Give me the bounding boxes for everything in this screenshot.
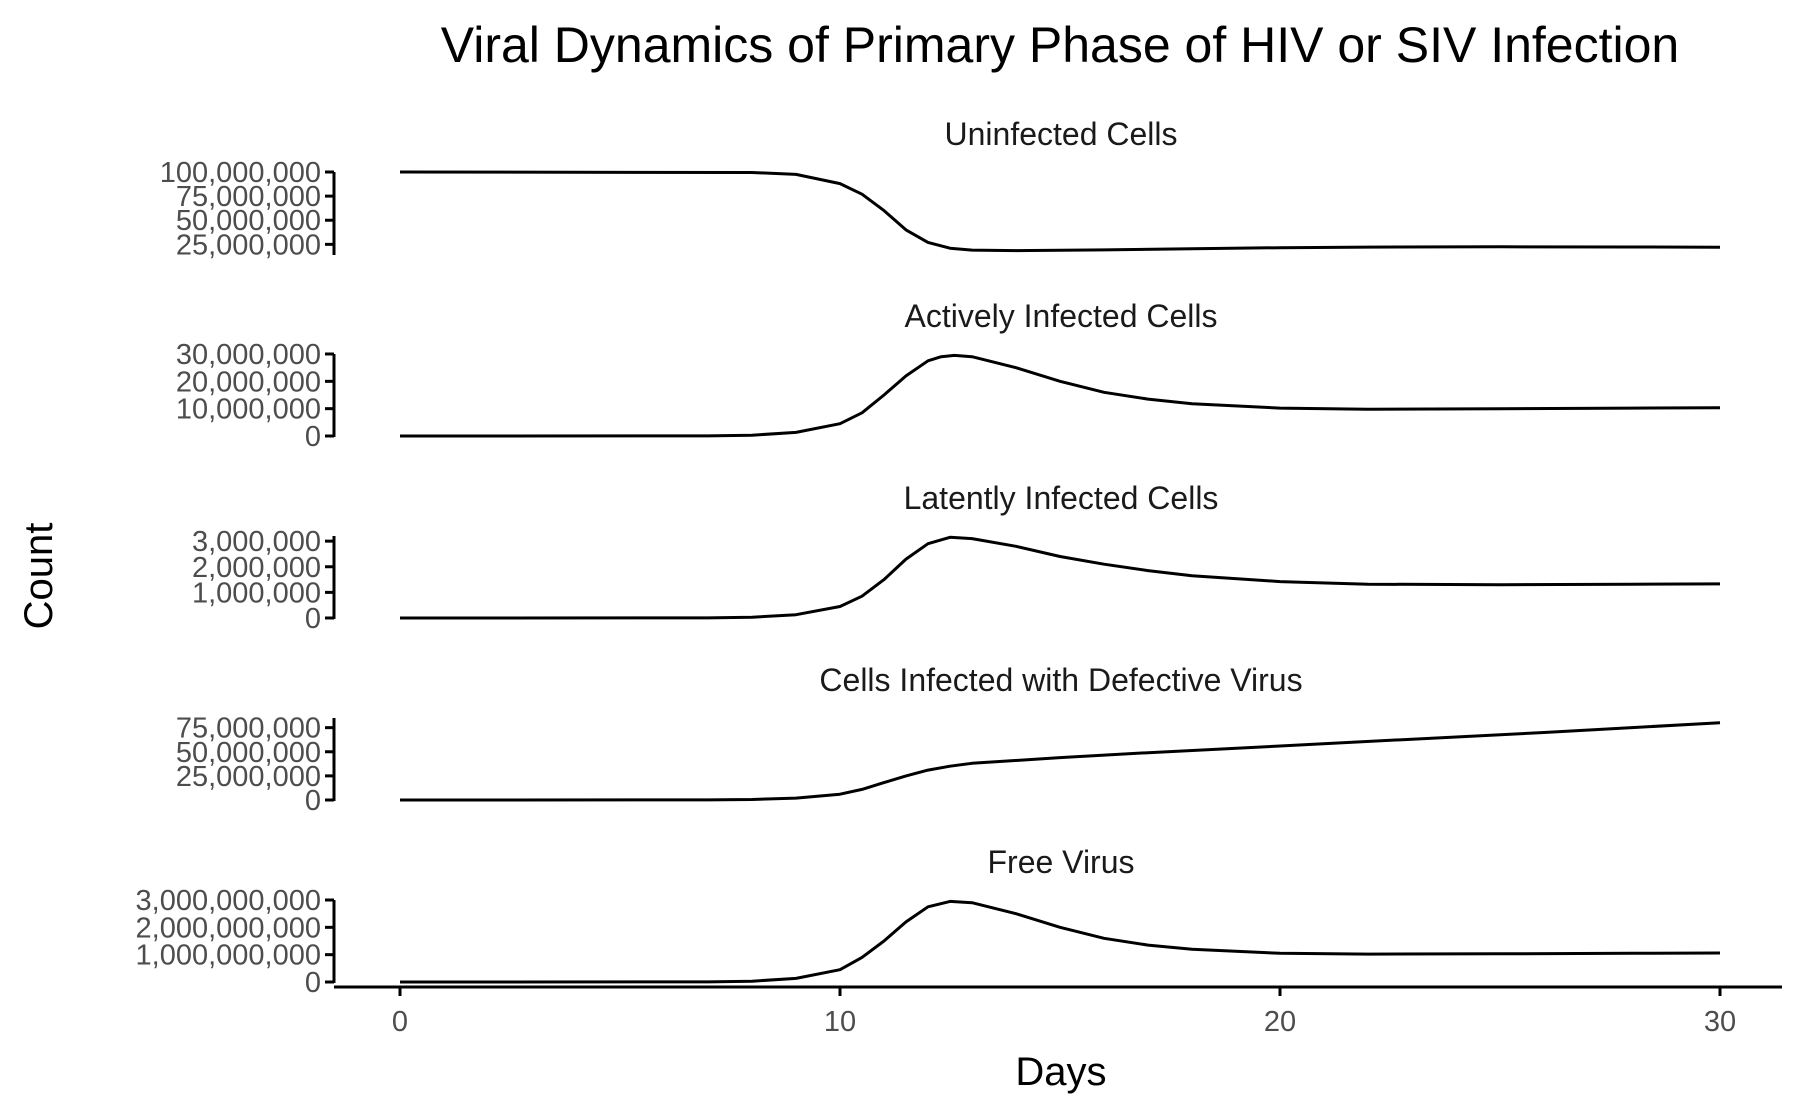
- x-tick-label: 30: [1704, 1006, 1736, 1038]
- y-tick-label: 75,000,000: [176, 181, 321, 213]
- y-tick-label: 25,000,000: [176, 761, 321, 793]
- series-line: [399, 353, 1721, 438]
- facet-panels: Uninfected Cells25,000,00050,000,00075,0…: [136, 116, 1721, 999]
- y-tick-label: 30,000,000: [176, 339, 321, 371]
- facet-title: Latently Infected Cells: [904, 480, 1219, 516]
- y-tick-label: 1,000,000: [192, 577, 321, 609]
- x-tick-label: 20: [1264, 1006, 1296, 1038]
- facet-title: Uninfected Cells: [945, 116, 1178, 152]
- series-line: [399, 721, 1721, 802]
- y-tick-label: 0: [305, 603, 321, 635]
- y-tick-label: 25,000,000: [176, 229, 321, 261]
- y-tick-label: 3,000,000: [192, 526, 321, 558]
- y-tick-label: 50,000,000: [176, 205, 321, 237]
- facet-title: Actively Infected Cells: [904, 298, 1217, 334]
- facet-panel: Uninfected Cells 25,000,00050,000,00075,0…: [160, 116, 1721, 261]
- y-tick-label: 100,000,000: [160, 157, 321, 189]
- chart-title: Viral Dynamics of Primary Phase of HIV o…: [441, 17, 1679, 73]
- y-tick-label: 3,000,000,000: [136, 885, 321, 917]
- facet-panel: Latently Infected Cells 01,000,0002,000,0…: [192, 480, 1721, 635]
- x-tick-label: 10: [824, 1006, 856, 1038]
- facet-panel: Cells Infected with Defective Virus 025,0…: [176, 662, 1721, 817]
- y-tick-label: 10,000,000: [176, 394, 321, 426]
- facet-title: Free Virus: [987, 844, 1134, 880]
- series-line: [399, 535, 1721, 620]
- x-axis-label: Days: [1015, 1050, 1106, 1094]
- series-line: [399, 170, 1721, 253]
- y-tick-label: 2,000,000,000: [136, 912, 321, 944]
- y-tick-label: 0: [305, 785, 321, 817]
- facet-panel: Actively Infected Cells 010,000,00020,000…: [176, 298, 1721, 453]
- y-tick-label: 0: [305, 421, 321, 453]
- x-tick-label: 0: [392, 1006, 408, 1038]
- y-tick-label: 2,000,000: [192, 552, 321, 584]
- y-tick-label: 1,000,000,000: [136, 940, 321, 972]
- series-line: [399, 899, 1721, 984]
- y-tick-label: 50,000,000: [176, 737, 321, 769]
- facet-title: Cells Infected with Defective Virus: [819, 662, 1302, 698]
- x-axis: 0 10 20 30: [334, 985, 1782, 1038]
- facet-panel: Free Virus 01,000,000,0002,000,000,0003,0…: [136, 844, 1721, 999]
- y-axis-label: Count: [17, 523, 61, 630]
- y-tick-label: 75,000,000: [176, 713, 321, 745]
- y-tick-label: 20,000,000: [176, 366, 321, 398]
- y-tick-label: 0: [305, 967, 321, 999]
